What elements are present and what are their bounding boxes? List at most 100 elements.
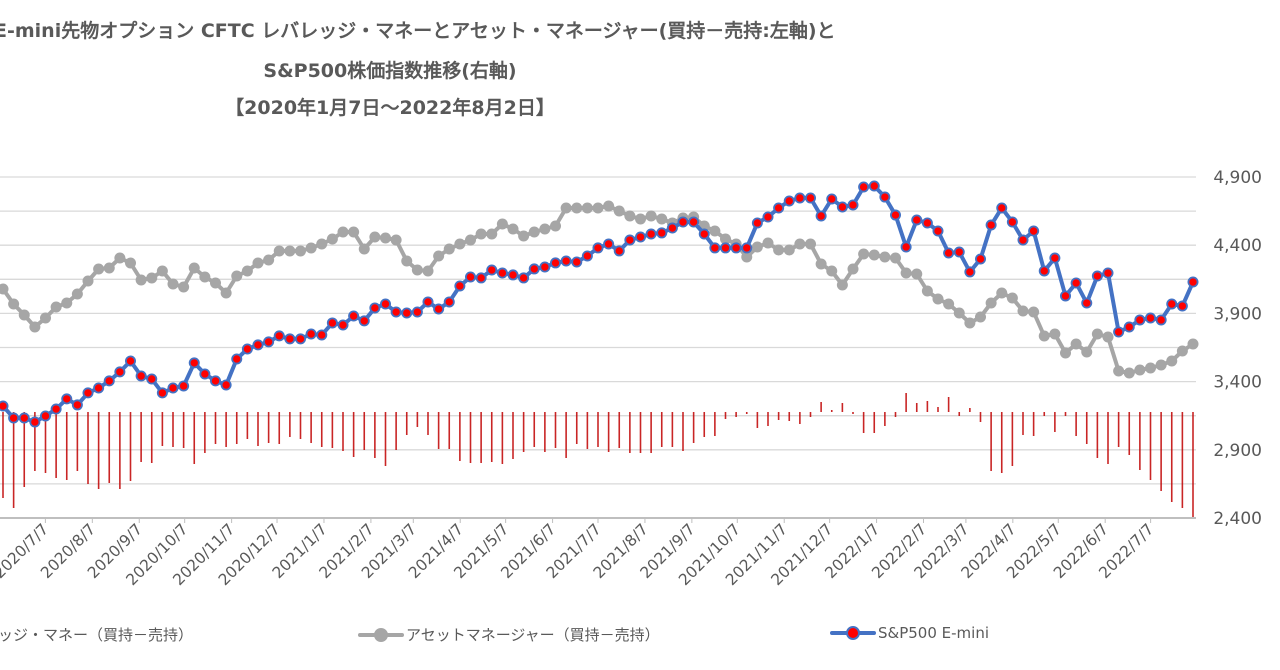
sp500-point <box>858 181 870 193</box>
sp500-point <box>316 329 328 341</box>
asset-manager-point <box>645 210 657 222</box>
sp500-point <box>135 370 147 382</box>
right-axis: 4,900 4,400 3,900 3,400 2,900 2,400 <box>1213 168 1262 529</box>
asset-manager-point <box>263 254 275 266</box>
sp500-point <box>1038 265 1050 277</box>
asset-manager-point <box>943 298 955 310</box>
sp500-point <box>125 355 137 367</box>
asset-manager-point <box>1070 338 1082 350</box>
asset-manager-point <box>847 263 859 275</box>
sp500-point <box>252 339 264 351</box>
sp500-point <box>1028 225 1040 237</box>
sp500-point <box>1123 321 1135 333</box>
asset-manager-point <box>560 202 572 214</box>
sp500-point <box>1113 326 1125 338</box>
asset-manager-point <box>826 265 838 277</box>
asset-manager-point <box>709 225 721 237</box>
legend-label-sp500: S&P500 E-mini <box>878 624 990 642</box>
sp500-point <box>932 225 944 237</box>
asset-manager-point <box>305 242 317 254</box>
sp500-point <box>762 211 774 223</box>
sp500-point <box>730 242 742 254</box>
asset-manager-point <box>507 223 519 235</box>
sp500-point <box>1060 290 1072 302</box>
sp500-point <box>337 319 349 331</box>
asset-manager-point <box>996 287 1008 299</box>
sp500-point <box>635 231 647 243</box>
asset-manager-point <box>518 230 530 242</box>
asset-manager-series <box>0 200 1199 379</box>
sp500-point <box>953 246 965 258</box>
asset-manager-point <box>751 241 763 253</box>
sp500-point <box>188 357 200 369</box>
sp500-point <box>741 242 753 254</box>
sp500-point <box>1070 277 1082 289</box>
asset-manager-point <box>1145 362 1156 374</box>
sp500-point <box>518 272 530 284</box>
sp500-point <box>29 416 41 428</box>
sp500-point <box>805 192 817 204</box>
sp500-point <box>401 307 413 319</box>
sp500-point <box>868 180 880 192</box>
asset-manager-point <box>528 226 540 238</box>
sp500-point <box>263 336 275 348</box>
asset-manager-point <box>178 281 190 293</box>
sp500-point <box>1145 312 1157 324</box>
asset-manager-point <box>1187 338 1199 350</box>
leverage-bars <box>2 393 1194 517</box>
sp500-point <box>1091 270 1103 282</box>
right-axis-tick-label: 4,900 <box>1213 168 1262 188</box>
sp500-point <box>985 219 997 231</box>
asset-manager-point <box>125 257 136 269</box>
legend-label-asset: アセットマネージャー（買持－売持） <box>406 626 660 644</box>
asset-manager-point <box>1155 359 1167 371</box>
asset-manager-point <box>231 270 243 282</box>
asset-manager-point <box>932 293 944 305</box>
sp500-point <box>443 296 455 308</box>
sp500-point <box>911 214 923 226</box>
sp500-point <box>93 382 105 394</box>
sp500-point <box>71 399 83 411</box>
sp500-point <box>975 253 987 265</box>
asset-manager-point <box>390 234 402 246</box>
legend-item-leverage: ッジ・マネー（買持－売持） <box>0 624 193 645</box>
asset-manager-point <box>114 252 126 264</box>
sp500-point <box>1176 300 1188 312</box>
asset-manager-point <box>741 251 753 263</box>
sp500-point <box>507 269 519 281</box>
asset-manager-point <box>146 272 158 284</box>
sp500-point <box>826 193 838 205</box>
sp500-point <box>18 412 30 424</box>
sp500-point <box>379 298 391 310</box>
right-axis-tick-label: 2,400 <box>1213 509 1262 529</box>
sp500-point <box>50 403 62 415</box>
legend-label-leverage: ッジ・マネー（買持－売持） <box>0 626 194 644</box>
asset-manager-point <box>61 297 73 309</box>
sp500-point <box>592 242 604 254</box>
chart-title-line-2: S&P500株価指数推移(右軸) <box>263 60 517 82</box>
asset-manager-point <box>805 238 816 250</box>
sp500-point <box>496 267 508 279</box>
sp500-point <box>666 222 678 234</box>
asset-manager-point <box>156 265 168 277</box>
asset-manager-point <box>252 257 264 269</box>
sp500-point <box>1017 234 1029 246</box>
asset-manager-point <box>1038 330 1050 342</box>
sp500-point <box>241 343 253 355</box>
asset-manager-point <box>1006 292 1018 304</box>
asset-manager-point <box>422 265 434 277</box>
asset-manager-point <box>539 223 551 235</box>
right-axis-tick-label: 2,900 <box>1213 441 1262 461</box>
sp500-point <box>348 310 360 322</box>
asset-manager-point <box>1166 355 1178 367</box>
asset-manager-point <box>18 309 30 321</box>
sp500-point <box>688 216 700 228</box>
sp500-point <box>156 387 168 399</box>
sp500-point <box>305 328 317 340</box>
sp500-point <box>0 400 9 412</box>
asset-manager-point <box>985 297 997 309</box>
asset-manager-point <box>188 262 200 274</box>
sp500-point <box>178 380 190 392</box>
sp500-point <box>613 245 625 257</box>
